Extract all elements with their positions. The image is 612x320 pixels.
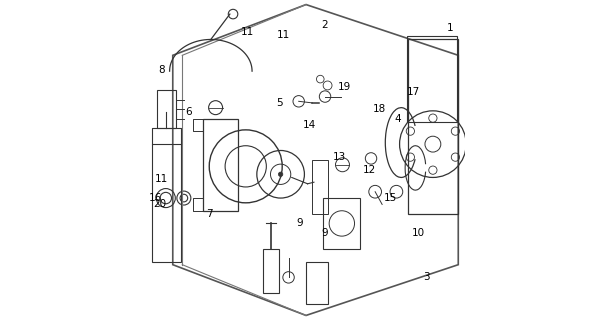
Text: 18: 18 [372,104,386,114]
Text: 15: 15 [384,193,397,203]
Text: 14: 14 [302,120,316,130]
Text: 9: 9 [296,219,303,228]
Text: 5: 5 [276,98,282,108]
Text: 19: 19 [337,82,351,92]
Text: 7: 7 [206,209,212,219]
Text: 1: 1 [447,23,453,33]
Text: 4: 4 [395,114,401,124]
Text: 16: 16 [149,193,162,203]
Text: 9: 9 [322,228,329,238]
Text: 8: 8 [159,65,165,75]
Text: 17: 17 [407,87,420,97]
Text: 12: 12 [363,164,376,174]
Text: 3: 3 [424,272,430,282]
Text: 20: 20 [154,199,166,209]
Text: 11: 11 [155,174,168,184]
Text: 13: 13 [333,152,346,162]
Text: 6: 6 [185,108,192,117]
Text: 10: 10 [412,228,425,238]
Circle shape [278,172,283,177]
Text: 2: 2 [322,20,329,30]
Text: 11: 11 [241,27,254,36]
Text: 11: 11 [277,30,291,40]
